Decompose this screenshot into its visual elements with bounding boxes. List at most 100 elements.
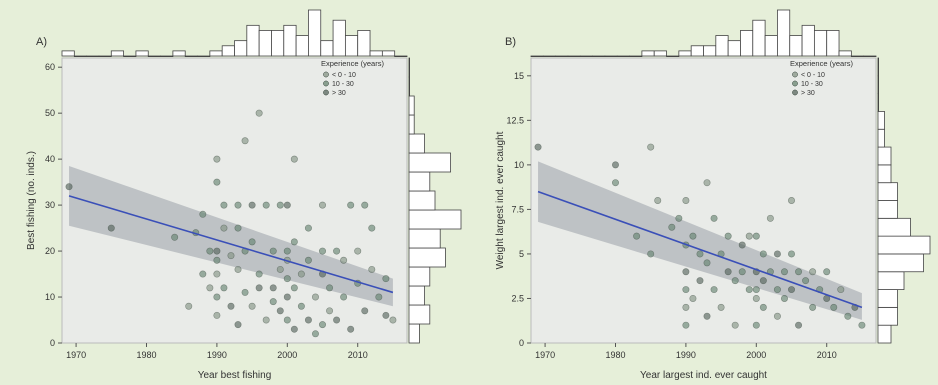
- chart-b-data-point: [830, 303, 838, 311]
- chart-b-data-point: [788, 286, 796, 294]
- chart-b-x-axis-label: Year largest ind. ever caught: [640, 370, 767, 381]
- chart-a-data-point: [171, 233, 179, 241]
- chart-a-data-point: [276, 307, 284, 315]
- chart-b-data-point: [759, 303, 767, 311]
- chart-a-legend-entry: > 30: [332, 90, 346, 97]
- chart-b-right-hist-bar: [877, 57, 880, 77]
- chart-b-x-tick-label: 2010: [817, 350, 837, 360]
- chart-a-data-point: [311, 330, 319, 338]
- chart-b-data-point: [710, 214, 718, 222]
- chart-a-right-hist-bar: [408, 57, 411, 78]
- chart-a-top-hist-bar: [271, 30, 285, 57]
- chart-a-data-point: [326, 284, 334, 292]
- chart-b-x-tick-label: 1980: [605, 350, 625, 360]
- chart-b-top-hist-bar: [629, 55, 643, 58]
- chart-a-x-tick-label: 2000: [277, 350, 297, 360]
- chart-b-data-point: [745, 286, 753, 294]
- chart-b-top-hist-bar: [604, 55, 618, 58]
- chart-b-top-hist-bar: [850, 55, 865, 58]
- chart-a-data-point: [283, 201, 291, 209]
- chart-b-right-hist-bar: [877, 324, 892, 344]
- chart-a-svg: 1970 1980 1990 2000 2010 0 10 20 30 40 50 60 Year be…: [26, 9, 462, 381]
- chart-b-top-hist-bar: [542, 55, 557, 58]
- chart-b-data-point: [773, 312, 781, 320]
- chart-b-data-point: [689, 232, 697, 240]
- chart-a-right-hist-bar: [408, 266, 431, 287]
- chart-a-data-point: [227, 302, 235, 310]
- chart-a-right-hist-bar: [408, 95, 415, 116]
- chart-b-right-hist-bar: [877, 182, 898, 201]
- chart-a-data-point: [354, 247, 362, 255]
- chart-b-x-tick-label: 1990: [676, 350, 696, 360]
- chart-a-right-hist-bar: [408, 304, 431, 325]
- chart-a-top-hist-bar: [98, 55, 112, 58]
- chart-b-data-point: [738, 268, 746, 276]
- chart-b-right-hist-bar: [877, 289, 898, 308]
- chart-a-x-tick-label: 1990: [207, 350, 227, 360]
- chart-a-top-hist-bar: [283, 24, 297, 57]
- chart-b-top-hist-bar: [592, 55, 606, 58]
- chart-b-y-axis-label: Weight largest ind. ever caught: [495, 131, 506, 269]
- chart-a-top-hist-bar: [160, 55, 174, 58]
- chart-b-data-point: [717, 303, 725, 311]
- chart-a-top-hist-bar: [332, 19, 346, 57]
- chart-b-legend-title: Experience (years): [790, 59, 853, 68]
- chart-a-top-hist-bar: [357, 30, 371, 57]
- chart-b-right-histogram: [877, 57, 931, 344]
- chart-b-fit-line: [537, 190, 863, 309]
- chart-a-top-hist-bar: [320, 40, 334, 57]
- chart-b-data-point: [731, 321, 739, 329]
- chart-b-data-point: [703, 312, 711, 320]
- chart-a-right-hist-bar: [408, 285, 426, 306]
- chart-a-data-point: [326, 307, 334, 315]
- chart-a-data-point: [304, 224, 312, 232]
- chart-b-legend-entry: 10 - 30: [801, 81, 823, 88]
- chart-a-data-point: [255, 109, 263, 117]
- chart-b-data-point: [703, 259, 711, 267]
- chart-a-y-tick-label: 0: [50, 338, 55, 348]
- chart-a-data-point: [290, 155, 298, 163]
- chart-a-legend-swatch: [323, 71, 329, 78]
- chart-a-top-hist-bar: [135, 50, 149, 57]
- chart-a-data-point: [333, 316, 341, 324]
- chart-b-right-hist-bar: [877, 200, 898, 219]
- chart-b-legend-swatch: [792, 89, 798, 96]
- chart-b-data-point: [844, 312, 852, 320]
- chart-b-data-point: [752, 294, 760, 302]
- chart-a-legend-entry: < 0 - 10: [332, 72, 356, 79]
- chart-a-top-hist-bar: [369, 50, 383, 57]
- chart-a-top-hist-bar: [258, 30, 272, 57]
- chart-b-data-point: [696, 250, 704, 258]
- chart-a-data-point: [241, 288, 249, 296]
- chart-a-x-tick-label: 1980: [136, 350, 156, 360]
- chart-a-y-tick-label: 20: [45, 246, 55, 256]
- chart-a-y-tick-label: 50: [45, 108, 55, 118]
- chart-b-data-point: [647, 250, 655, 258]
- chart-a-legend-swatch: [323, 89, 329, 96]
- chart-a-right-hist-bar: [408, 152, 451, 173]
- chart-b-right-hist-bar: [877, 306, 898, 326]
- chart-a-data-point: [227, 252, 235, 260]
- chart-b-data-point: [633, 232, 641, 240]
- chart-a-data-point: [206, 247, 214, 255]
- chart-a-right-hist-bar: [408, 228, 441, 249]
- chart-a-y-axis-label: Best fishing (no. inds.): [26, 151, 37, 250]
- chart-b-data-point: [682, 321, 690, 329]
- chart-a-data-point: [234, 321, 242, 329]
- chart-a-data-point: [347, 201, 355, 209]
- chart-b-data-point: [773, 286, 781, 294]
- chart-b-top-hist-bar: [653, 50, 667, 57]
- chart-a-right-hist-bar: [408, 190, 436, 211]
- chart-b-top-hist-bar: [789, 35, 803, 57]
- chart-b-top-hist-bar: [740, 30, 754, 57]
- chart-a-data-point: [220, 284, 228, 292]
- chart-a-data-point: [319, 321, 327, 329]
- chart-a-data-point: [290, 238, 298, 246]
- chart-a-data-point: [213, 178, 221, 186]
- chart-a-data-point: [340, 256, 348, 264]
- chart-a-data-point: [234, 201, 242, 209]
- chart-a-data-point: [107, 224, 115, 232]
- chart-b-data-point: [752, 286, 760, 294]
- chart-b-data-point: [710, 286, 718, 294]
- chart-b-data-point: [675, 214, 683, 222]
